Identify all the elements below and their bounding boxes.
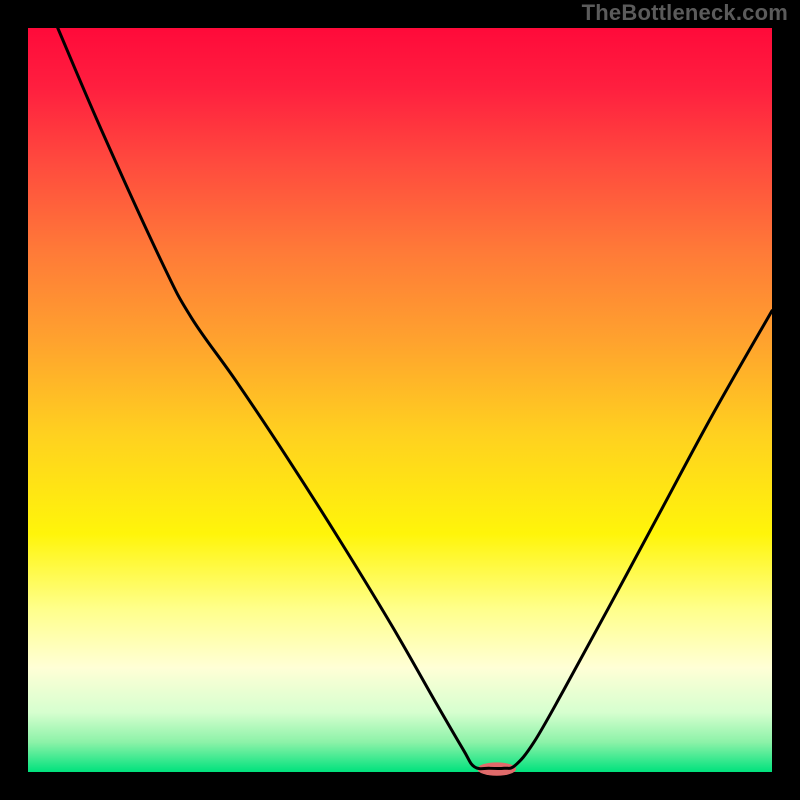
bottleneck-chart bbox=[0, 0, 800, 800]
gradient-background bbox=[28, 28, 772, 772]
chart-container: TheBottleneck.com bbox=[0, 0, 800, 800]
